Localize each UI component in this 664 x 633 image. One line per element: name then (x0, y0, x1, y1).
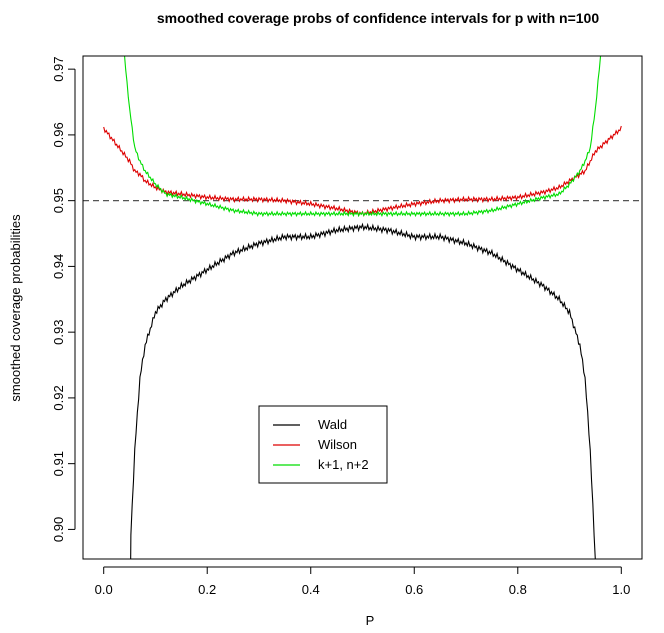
y-tick-label: 0.94 (51, 254, 66, 279)
x-tick-label: 0.2 (198, 582, 216, 597)
x-tick-label: 1.0 (612, 582, 630, 597)
series-k1n2-line (124, 56, 602, 218)
legend: Wald Wilson k+1, n+2 (258, 405, 388, 484)
y-tick-label: 0.96 (51, 122, 66, 147)
y-tick-label: 0.93 (51, 320, 66, 345)
x-axis-label: P (366, 613, 375, 628)
y-axis-label: smoothed coverage probabilities (8, 214, 23, 402)
y-tick-label: 0.90 (51, 517, 66, 542)
x-tick-label: 0.0 (95, 582, 113, 597)
plot-area (83, 56, 642, 559)
y-axis: 0.90 0.91 0.92 0.93 0.94 0.95 0.96 0.97 (51, 56, 76, 542)
x-tick-label: 0.8 (509, 582, 527, 597)
legend-label-wilson: Wilson (318, 437, 357, 452)
y-tick-label: 0.92 (51, 385, 66, 410)
series-wilson-line (103, 125, 622, 218)
plot-frame (82, 55, 643, 560)
x-tick-label: 0.6 (405, 582, 423, 597)
legend-label-wald: Wald (318, 417, 347, 432)
x-tick-label: 0.4 (302, 582, 320, 597)
x-axis: 0.0 0.2 0.4 0.6 0.8 1.0 (95, 566, 630, 597)
y-tick-label: 0.97 (51, 56, 66, 81)
y-tick-label: 0.91 (51, 451, 66, 476)
legend-label-k1n2: k+1, n+2 (318, 457, 369, 472)
series-wald-line (130, 222, 596, 559)
y-tick-label: 0.95 (51, 188, 66, 213)
chart-title: smoothed coverage probs of confidence in… (157, 10, 599, 26)
